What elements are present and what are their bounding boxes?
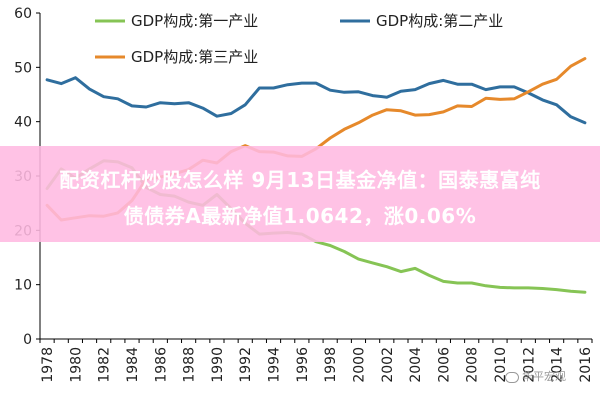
watermark: 华平宏观 xyxy=(505,368,566,384)
series-line-2 xyxy=(45,76,587,125)
x-tick-label: 2008 xyxy=(465,347,481,383)
x-tick-label: 1994 xyxy=(267,347,283,383)
y-tick-label: 0 xyxy=(23,332,32,348)
legend: GDP构成:第一产业 GDP构成:第二产业 GDP构成:第三产业 xyxy=(95,12,503,66)
x-tick-label: 1990 xyxy=(210,347,226,383)
x-tick-label: 2016 xyxy=(578,347,594,383)
x-tick-label: 1982 xyxy=(97,347,113,383)
y-tick-label: 50 xyxy=(14,60,32,76)
headline-line-1: 配资杠杆炒股怎么样 9月13日基金净值：国泰惠富纯 xyxy=(59,168,541,192)
headline-line-2: 债债券A最新净值1.0642，涨0.06% xyxy=(123,204,477,228)
x-tick-label: 1986 xyxy=(153,347,169,383)
watermark-text: 华平宏观 xyxy=(522,370,566,383)
x-tick-label: 1984 xyxy=(125,347,141,383)
y-tick-label: 60 xyxy=(14,6,32,22)
legend-label-1: GDP构成:第一产业 xyxy=(131,12,258,30)
x-tick-label: 1992 xyxy=(238,347,254,383)
x-tick-label: 2006 xyxy=(436,347,452,383)
x-tick-label: 2004 xyxy=(408,347,424,383)
y-tick-label: 40 xyxy=(14,115,32,131)
x-tick-label: 2014 xyxy=(550,347,566,383)
wechat-icon xyxy=(505,371,519,383)
x-tick-label: 1996 xyxy=(295,347,311,383)
headline-overlay: 配资杠杆炒股怎么样 9月13日基金净值：国泰惠富纯 债债券A最新净值1.0642… xyxy=(0,146,600,242)
x-tick-label: 1978 xyxy=(40,347,56,383)
x-tick-label: 2002 xyxy=(380,347,396,383)
legend-label-2: GDP构成:第二产业 xyxy=(376,12,503,30)
x-tick-label: 2012 xyxy=(521,347,537,383)
x-tick-label: 1988 xyxy=(182,347,198,383)
x-tick-label: 1998 xyxy=(323,347,339,383)
x-tick-label: 2000 xyxy=(351,347,367,383)
x-tick-label: 1980 xyxy=(68,347,84,383)
legend-label-3: GDP构成:第三产业 xyxy=(131,48,258,66)
y-tick-label: 10 xyxy=(14,278,32,294)
